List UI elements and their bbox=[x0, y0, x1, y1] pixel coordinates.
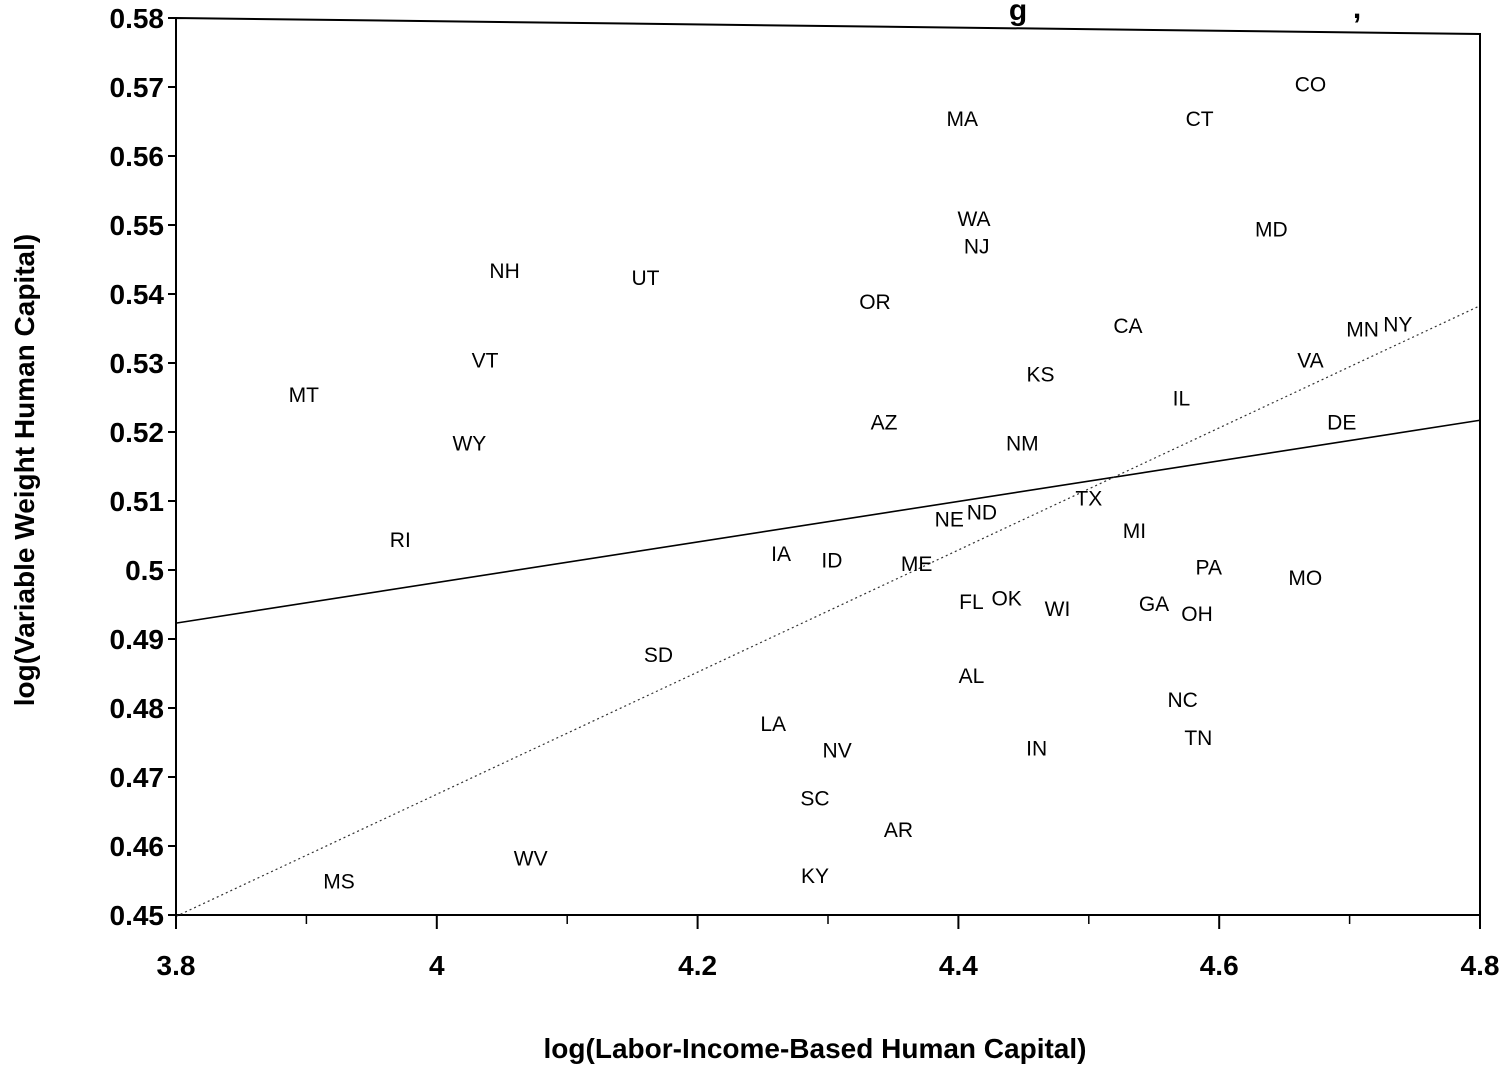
point-label-fl: FL bbox=[959, 591, 984, 614]
point-label-de: DE bbox=[1327, 412, 1356, 435]
point-label-ga: GA bbox=[1139, 593, 1169, 616]
y-tick-label: 0.45 bbox=[110, 900, 165, 931]
plot-border bbox=[175, 16, 1481, 916]
point-label-ia: IA bbox=[771, 543, 791, 566]
point-label-tn: TN bbox=[1184, 727, 1212, 750]
point-label-co: CO bbox=[1295, 74, 1327, 97]
point-label-in: IN bbox=[1026, 737, 1047, 760]
y-tick-label: 0.54 bbox=[110, 279, 165, 310]
point-label-ar: AR bbox=[884, 819, 913, 842]
point-label-nc: NC bbox=[1168, 689, 1198, 712]
point-label-md: MD bbox=[1255, 218, 1288, 241]
point-label-ma: MA bbox=[947, 108, 979, 131]
x-tick-label: 4.4 bbox=[939, 950, 978, 981]
y-tick-label: 0.51 bbox=[110, 486, 165, 517]
point-label-me: ME bbox=[901, 553, 933, 576]
y-axis: 0.45 0.46 0.47 0.48 0.49 0.5 0.51 0.52 0.53 0.54 0… bbox=[110, 3, 176, 931]
point-label-sc: SC bbox=[800, 788, 829, 811]
y-tick-label: 0.58 bbox=[110, 3, 165, 34]
point-label-il: IL bbox=[1173, 388, 1191, 411]
point-label-nd: ND bbox=[967, 501, 997, 524]
point-label-oh: OH bbox=[1181, 603, 1213, 626]
x-tick-label: 4 bbox=[429, 950, 445, 981]
point-label-ri: RI bbox=[390, 529, 411, 552]
point-label-mt: MT bbox=[289, 384, 319, 407]
point-label-va: VA bbox=[1297, 350, 1323, 373]
title-fragment-comma: , bbox=[1353, 0, 1361, 25]
point-label-wa: WA bbox=[958, 208, 991, 231]
point-label-pa: PA bbox=[1196, 557, 1222, 580]
data-points: CO MA CT WA MD NJ NH UT OR CA MN NY VT VA KS MT IL AZ DE WY… bbox=[289, 74, 1413, 894]
point-label-wv: WV bbox=[514, 848, 548, 871]
solid-fit-line bbox=[175, 419, 1481, 624]
y-tick-label: 0.57 bbox=[110, 72, 165, 103]
point-label-mn: MN bbox=[1346, 319, 1379, 342]
y-tick-label: 0.5 bbox=[125, 555, 164, 586]
point-label-mi: MI bbox=[1123, 520, 1146, 543]
y-axis-title: log(Variable Weight Human Capital) bbox=[9, 234, 40, 706]
y-tick-label: 0.52 bbox=[110, 417, 165, 448]
fit-lines bbox=[175, 305, 1481, 917]
y-tick-label: 0.56 bbox=[110, 141, 165, 172]
x-axis: 3.8 4 4.2 4.4 4.6 4.8 bbox=[157, 915, 1500, 981]
point-label-la: LA bbox=[760, 713, 786, 736]
point-label-nh: NH bbox=[489, 260, 519, 283]
point-label-ny: NY bbox=[1383, 314, 1412, 337]
point-label-nj: NJ bbox=[964, 236, 990, 259]
point-label-al: AL bbox=[959, 665, 985, 688]
y-tick-label: 0.47 bbox=[110, 762, 165, 793]
y-tick-label: 0.46 bbox=[110, 831, 165, 862]
y-tick-label: 0.49 bbox=[110, 624, 165, 655]
point-label-ok: OK bbox=[991, 588, 1021, 611]
point-label-or: OR bbox=[859, 291, 891, 314]
point-label-wy: WY bbox=[452, 432, 486, 455]
title-fragment: g bbox=[1009, 0, 1027, 27]
dotted-fit-line bbox=[175, 305, 1481, 917]
y-tick-label: 0.53 bbox=[110, 348, 165, 379]
point-label-ky: KY bbox=[801, 865, 829, 888]
point-label-ca: CA bbox=[1113, 315, 1142, 338]
y-tick-label: 0.48 bbox=[110, 693, 165, 724]
x-tick-label: 4.6 bbox=[1200, 950, 1239, 981]
point-label-nm: NM bbox=[1006, 432, 1039, 455]
x-axis-title: log(Labor-Income-Based Human Capital) bbox=[544, 1033, 1087, 1064]
point-label-ne: NE bbox=[935, 508, 964, 531]
point-label-nv: NV bbox=[823, 739, 852, 762]
plot-frame bbox=[175, 16, 1481, 916]
point-label-ut: UT bbox=[631, 267, 659, 290]
point-label-ks: KS bbox=[1027, 363, 1055, 386]
point-label-wi: WI bbox=[1045, 598, 1071, 621]
point-label-ms: MS bbox=[323, 871, 355, 894]
point-label-az: AZ bbox=[871, 412, 898, 435]
point-label-sd: SD bbox=[644, 644, 673, 667]
point-label-ct: CT bbox=[1186, 108, 1214, 131]
x-tick-label: 4.8 bbox=[1461, 950, 1500, 981]
x-tick-label: 4.2 bbox=[678, 950, 717, 981]
point-label-vt: VT bbox=[472, 350, 499, 373]
point-label-id: ID bbox=[821, 550, 842, 573]
point-label-mo: MO bbox=[1288, 567, 1322, 590]
x-tick-label: 3.8 bbox=[157, 950, 196, 981]
point-label-tx: TX bbox=[1075, 488, 1102, 511]
y-tick-label: 0.55 bbox=[110, 210, 165, 241]
